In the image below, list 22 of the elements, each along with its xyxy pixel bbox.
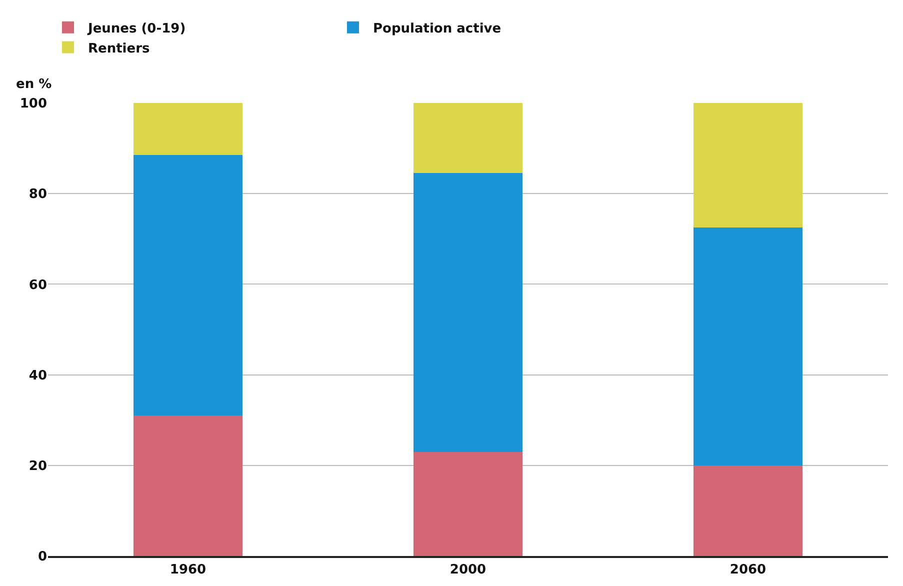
legend-label: Rentiers [88, 41, 150, 56]
y-tick-label: 80 [28, 187, 47, 202]
legend-label: Population active [373, 21, 502, 36]
bar [693, 103, 803, 228]
legend-label: Jeunes (0-19) [87, 21, 186, 36]
y-tick-label: 60 [28, 278, 47, 293]
bar [133, 416, 243, 556]
bar [413, 452, 523, 556]
x-tick-label: 2060 [730, 562, 766, 578]
x-tick-label: 2000 [450, 562, 486, 578]
bar [133, 155, 243, 416]
bar [133, 103, 243, 156]
bar [693, 465, 803, 556]
x-tick-label: 1960 [170, 562, 206, 578]
y-tick-label: 100 [20, 96, 47, 112]
y-axis-title: en % [16, 77, 52, 92]
bar [693, 228, 803, 466]
y-tick-label: 0 [38, 550, 47, 565]
y-tick-label: 40 [28, 368, 47, 384]
y-tick-label: 20 [28, 458, 47, 474]
bar [413, 103, 523, 174]
bar [413, 173, 523, 452]
